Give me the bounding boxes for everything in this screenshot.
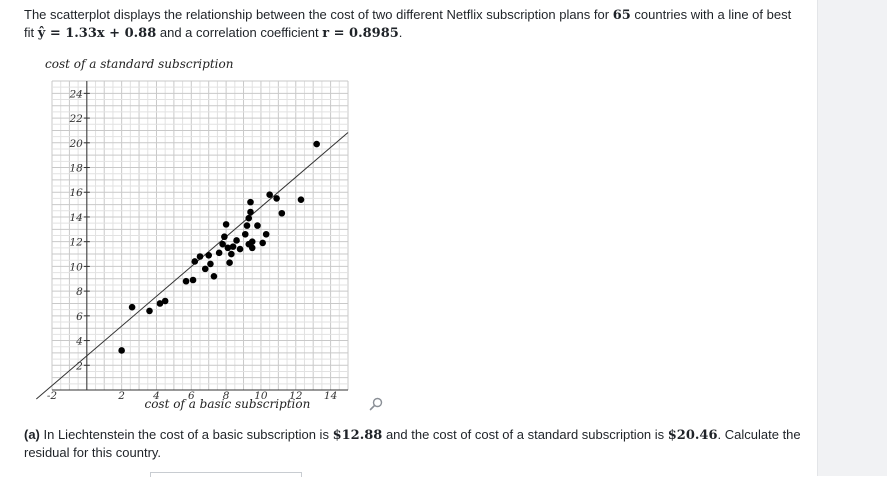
data-point	[196, 253, 204, 260]
y-axis-label: cost of a standard subscription	[45, 57, 233, 71]
y-tick-label: 22	[68, 113, 83, 125]
data-point	[146, 307, 153, 315]
data-point	[313, 140, 320, 148]
data-point	[221, 233, 228, 241]
data-point	[248, 244, 256, 252]
data-point	[226, 259, 233, 266]
x-tick-label: 6	[188, 390, 195, 402]
data-point	[245, 214, 253, 222]
data-point	[297, 196, 305, 203]
data-point	[254, 222, 261, 229]
y-tick-label: 24	[68, 88, 82, 100]
data-point	[236, 245, 244, 253]
answer-input[interactable]	[150, 472, 302, 477]
y-tick-label: 6	[76, 311, 83, 323]
data-point	[215, 249, 223, 257]
data-point	[207, 260, 214, 268]
correlation-coefficient: r = 0.8985	[322, 26, 399, 41]
data-point	[189, 276, 197, 284]
x-axis-label: cost of a basic subscription	[144, 397, 310, 411]
y-tick-label: 18	[69, 163, 83, 175]
question-content: The scatterplot displays the relationshi…	[24, 6, 804, 477]
scatterplot: cost of a standard subscription cost of a…	[30, 54, 375, 419]
y-tick-label: 16	[69, 187, 83, 199]
x-tick-label: 2	[117, 390, 125, 402]
question-part-a: (a) In Liechtenstein the cost of a basic…	[24, 426, 804, 461]
x-tick-label: 12	[289, 390, 303, 402]
data-point	[224, 244, 232, 252]
basic-cost-value: $12.88	[332, 428, 383, 443]
data-point	[161, 297, 169, 305]
data-point	[210, 272, 218, 280]
data-point	[266, 191, 273, 199]
scatterplot-svg: cost of a standard subscription cost of a…	[36, 57, 349, 411]
data-point	[233, 237, 240, 244]
intro-text: and a correlation coefficient	[156, 25, 323, 40]
data-point	[128, 303, 136, 311]
y-tick-label: 10	[69, 261, 83, 273]
part-label: (a)	[24, 427, 40, 442]
y-tick-label: 4	[75, 336, 83, 348]
question-text: . Calculate the residual for this countr…	[24, 427, 801, 460]
data-point	[222, 221, 230, 228]
question-text: In Liechtenstein the cost of a basic sub…	[39, 427, 333, 442]
intro-paragraph: The scatterplot displays the relationshi…	[24, 6, 804, 42]
data-point	[229, 243, 237, 250]
intro-text: The scatterplot displays the relationshi…	[24, 7, 613, 22]
trend-line	[36, 132, 349, 400]
x-tick-label: 8	[223, 390, 230, 402]
data-point	[182, 277, 190, 285]
side-panel	[817, 0, 887, 476]
data-point	[191, 258, 199, 265]
data-point	[273, 195, 280, 202]
intro-text: .	[398, 25, 403, 40]
y-tick-label: 2	[75, 360, 83, 372]
y-tick-label: 8	[76, 286, 83, 298]
y-tick-label: 14	[69, 212, 82, 224]
data-point	[228, 250, 235, 258]
standard-cost-value: $20.46	[667, 428, 718, 443]
data-point	[259, 239, 266, 247]
x-tick-label: 14	[324, 390, 337, 402]
data-point	[241, 230, 249, 238]
x-tick-label: 4	[152, 390, 160, 402]
data-point	[156, 300, 164, 307]
x-tick-label: -2	[47, 390, 58, 402]
data-point	[262, 230, 270, 238]
data-point	[201, 265, 209, 273]
data-point	[247, 208, 254, 216]
intro-text: countries with a line of best fit	[24, 7, 792, 40]
data-point	[278, 209, 286, 217]
data-point	[118, 347, 125, 354]
data-point	[205, 251, 213, 259]
y-tick-label: 20	[68, 138, 83, 150]
data-point	[243, 222, 251, 229]
question-text: and the cost of cost of a standard subsc…	[382, 427, 668, 442]
sample-size: 65	[612, 8, 631, 23]
y-tick-label: 12	[69, 237, 83, 249]
zoom-icon[interactable]	[369, 397, 383, 411]
regression-equation: ŷ = 1.33x + 0.88	[37, 26, 157, 41]
x-tick-label: 10	[254, 390, 268, 402]
data-point	[219, 240, 226, 248]
data-point	[247, 198, 254, 206]
